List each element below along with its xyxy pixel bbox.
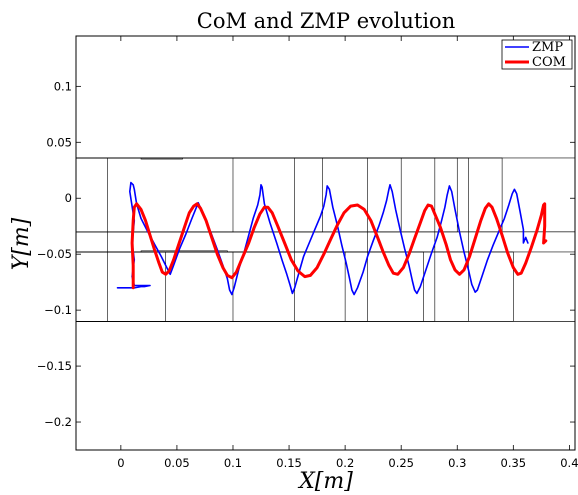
y-tick-label: 0.05 xyxy=(46,135,72,149)
y-tick-label: −0.05 xyxy=(37,247,72,261)
legend-label-com: COM xyxy=(532,55,566,70)
series-line-com xyxy=(130,202,548,290)
footstep-rect-18 xyxy=(140,157,183,160)
x-tick-label: 0.1 xyxy=(224,456,242,470)
x-tick-label: 0 xyxy=(117,456,124,470)
plot-area-frame xyxy=(75,35,576,451)
legend-label-zmp: ZMP xyxy=(532,40,563,55)
y-tick-label: −0.2 xyxy=(44,415,72,429)
x-axis-ticks: 0 0.05 0.1 0.15 0.2 0.25 0.3 0.35 0.4 xyxy=(117,36,578,470)
series-line-zmp xyxy=(116,181,529,296)
x-tick-label: 0.4 xyxy=(560,456,578,470)
x-tick-label: 0.05 xyxy=(164,456,190,470)
y-tick-label: −0.1 xyxy=(44,303,72,317)
legend: ZMP COM xyxy=(501,39,573,70)
y-axis-ticks: 0.1 0.05 0 −0.05 −0.1 −0.15 −0.2 xyxy=(37,79,575,429)
y-axis-label: Y[m] xyxy=(9,217,34,270)
x-axis-label: X[m] xyxy=(297,469,353,494)
x-tick-label: 0.15 xyxy=(276,456,302,470)
y-tick-label: 0 xyxy=(65,191,72,205)
y-tick-label: −0.15 xyxy=(37,359,72,373)
chart-title: CoM and ZMP evolution xyxy=(197,9,455,33)
x-tick-label: 0.2 xyxy=(336,456,354,470)
footstep-rect-19 xyxy=(140,250,228,253)
y-tick-label: 0.1 xyxy=(54,79,72,93)
x-tick-label: 0.25 xyxy=(388,456,414,470)
series-layer xyxy=(116,181,548,296)
legend-box xyxy=(501,39,573,70)
x-tick-label: 0.3 xyxy=(448,456,466,470)
x-tick-label: 0.35 xyxy=(501,456,527,470)
